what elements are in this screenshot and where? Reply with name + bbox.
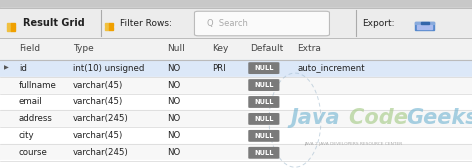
Text: address: address	[19, 114, 53, 123]
Bar	[11, 23, 16, 27]
Text: NULL: NULL	[254, 116, 274, 122]
Text: NO: NO	[168, 64, 181, 73]
Bar	[109, 23, 113, 27]
Text: Null: Null	[168, 44, 185, 53]
Bar	[0, 8, 472, 38]
Text: course: course	[19, 148, 48, 157]
FancyBboxPatch shape	[194, 11, 329, 36]
Text: Export:: Export:	[362, 19, 395, 28]
FancyBboxPatch shape	[248, 147, 279, 159]
Bar	[417, 25, 432, 30]
Text: Key: Key	[212, 44, 229, 53]
Bar	[11, 27, 16, 31]
Bar	[7, 23, 11, 27]
Text: NULL: NULL	[254, 150, 274, 156]
Text: NO: NO	[168, 131, 181, 140]
Bar	[7, 27, 11, 31]
Bar	[0, 0, 472, 8]
Text: Q  Search: Q Search	[207, 19, 248, 28]
Text: city: city	[19, 131, 34, 140]
Text: Filter Rows:: Filter Rows:	[120, 19, 172, 28]
Text: Result Grid: Result Grid	[23, 18, 84, 28]
Text: id: id	[19, 64, 27, 73]
Text: Field: Field	[19, 44, 40, 53]
Text: Code: Code	[349, 108, 415, 128]
Text: varchar(45): varchar(45)	[73, 97, 123, 107]
FancyBboxPatch shape	[248, 130, 279, 142]
Text: Type: Type	[73, 44, 94, 53]
Bar	[415, 22, 434, 30]
Text: NO: NO	[168, 97, 181, 107]
Text: NULL: NULL	[254, 82, 274, 88]
Text: JAVA 2 JAVA DEVELOPERS RESOURCE CENTER: JAVA 2 JAVA DEVELOPERS RESOURCE CENTER	[304, 142, 403, 146]
Bar	[0, 60, 472, 77]
Text: int(10) unsigned: int(10) unsigned	[73, 64, 144, 73]
Bar	[105, 27, 109, 30]
Bar	[105, 23, 109, 27]
Text: varchar(245): varchar(245)	[73, 114, 129, 123]
Bar	[0, 111, 472, 127]
Text: varchar(45): varchar(45)	[73, 131, 123, 140]
Text: Java: Java	[290, 108, 347, 128]
Bar	[0, 38, 472, 60]
Text: auto_increment: auto_increment	[297, 64, 365, 73]
Bar	[0, 77, 472, 94]
Text: NULL: NULL	[254, 99, 274, 105]
Text: varchar(245): varchar(245)	[73, 148, 129, 157]
Text: Geeks: Geeks	[406, 108, 472, 128]
Text: email: email	[19, 97, 42, 107]
Text: ▶: ▶	[4, 66, 8, 71]
Text: NULL: NULL	[254, 65, 274, 71]
Text: fullname: fullname	[19, 80, 57, 90]
FancyBboxPatch shape	[248, 96, 279, 108]
Text: NO: NO	[168, 80, 181, 90]
FancyBboxPatch shape	[248, 62, 279, 74]
Bar	[0, 127, 472, 144]
Text: NO: NO	[168, 148, 181, 157]
Text: NO: NO	[168, 114, 181, 123]
Text: NULL: NULL	[254, 133, 274, 139]
Text: Extra: Extra	[297, 44, 321, 53]
Bar	[0, 144, 472, 161]
Text: varchar(45): varchar(45)	[73, 80, 123, 90]
Text: PRI: PRI	[212, 64, 226, 73]
Bar	[415, 22, 434, 24]
FancyBboxPatch shape	[248, 113, 279, 125]
Bar	[0, 94, 472, 111]
Text: Default: Default	[250, 44, 283, 53]
Bar	[109, 27, 113, 30]
Bar	[421, 22, 429, 24]
Bar	[0, 160, 472, 168]
FancyBboxPatch shape	[248, 79, 279, 91]
